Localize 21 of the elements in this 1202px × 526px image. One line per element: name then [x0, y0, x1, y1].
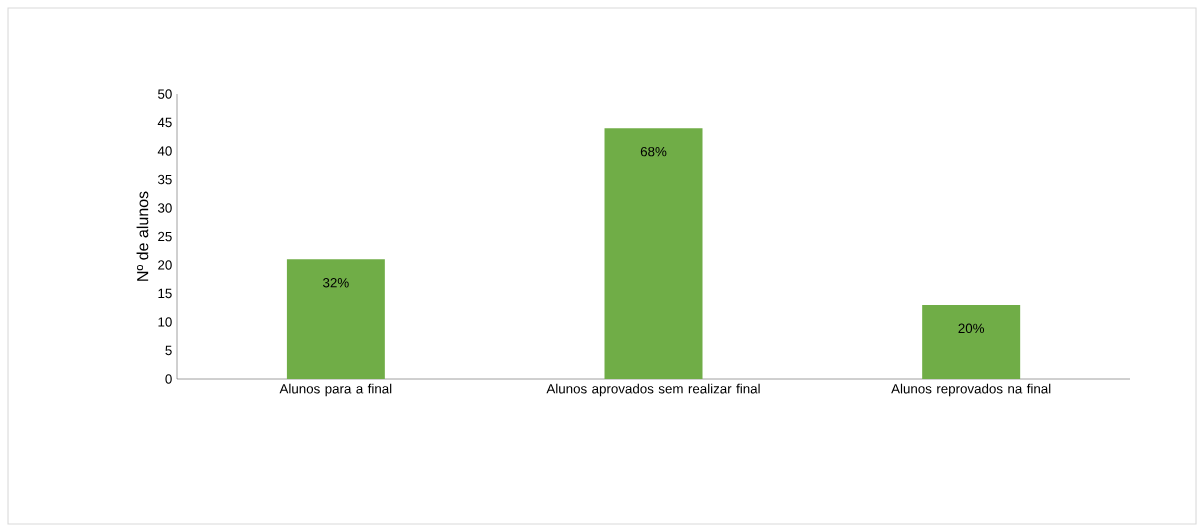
y-tick-label: 50	[158, 89, 172, 99]
y-tick-label: 5	[165, 345, 172, 356]
y-tick-label: 15	[158, 288, 172, 299]
y-tick-label: 0	[165, 374, 172, 384]
annotation: 68%	[640, 146, 667, 157]
annotation: 32%	[323, 278, 349, 288]
y-axis-title: Nº de alunos	[136, 191, 149, 281]
bar	[604, 128, 703, 379]
x-tick-label: Alunos aprovados sem realizar final	[546, 383, 760, 397]
bar	[286, 259, 385, 379]
y-tick-label: 35	[157, 174, 172, 185]
x-tick-label: Alunos reprovados na final	[891, 383, 1051, 397]
annotation: 20%	[958, 323, 985, 334]
y-tick-label: 10	[158, 317, 172, 327]
y-tick-label: 40	[157, 146, 172, 156]
y-tick-label: 30	[157, 203, 172, 213]
y-tick-label: 20	[158, 260, 172, 270]
y-tick-label: 25	[158, 231, 172, 242]
bar	[922, 304, 1021, 379]
y-tick-label: 45	[157, 117, 172, 128]
x-tick-label: Alunos para a final	[279, 383, 392, 397]
